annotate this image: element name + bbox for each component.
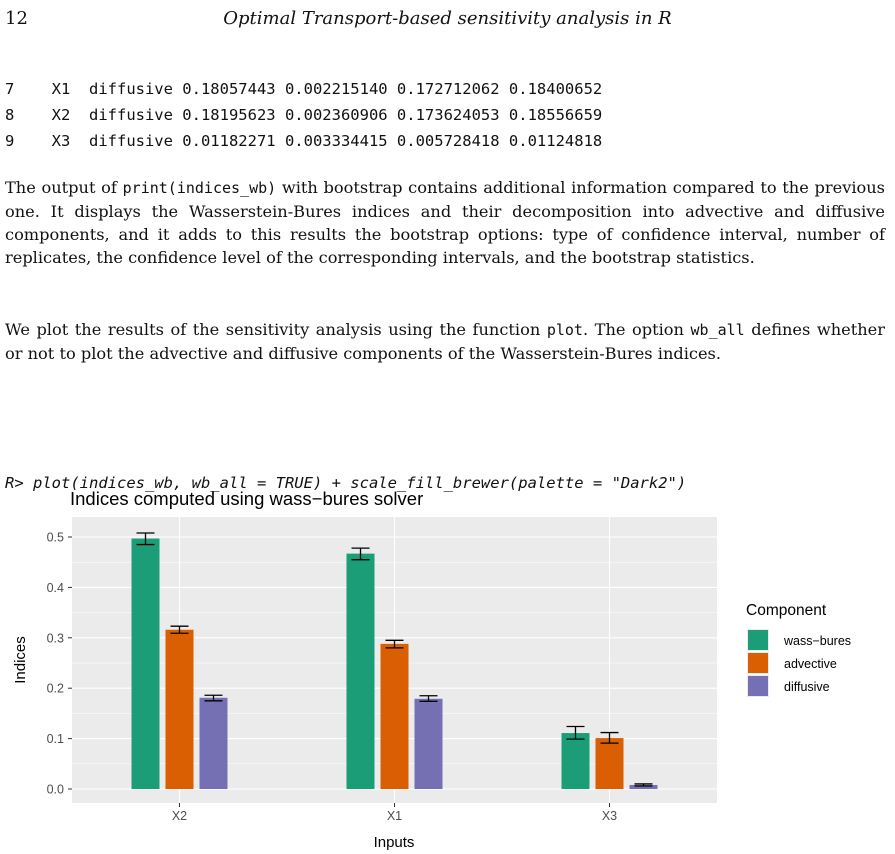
bar (414, 698, 443, 789)
text: The output of (5, 178, 123, 197)
x-tick-label: X1 (387, 809, 402, 823)
code-output-row: 9 X3 diffusive 0.01182271 0.003334415 0.… (5, 132, 603, 150)
paragraph-bootstrap-output: The output of print(indices_wb) with boo… (5, 176, 885, 269)
code-output-row: 7 X1 diffusive 0.18057443 0.002215140 0.… (5, 80, 603, 98)
bar (165, 629, 194, 789)
legend-label: diffusive (784, 680, 830, 694)
inline-code: print(indices_wb) (122, 179, 277, 197)
bar (346, 553, 375, 789)
running-title: Optimal Transport-based sensitivity anal… (223, 8, 672, 29)
errorbars-layer (136, 532, 653, 787)
text: defines whether or not to plot the advec… (5, 320, 885, 363)
bar (595, 738, 624, 789)
y-tick-label: 0.3 (47, 631, 64, 645)
text: We plot the results of the sensitivity a… (5, 320, 547, 339)
legend-swatch (748, 653, 768, 673)
r-command: R> plot(indices_wb, wb_all = TRUE) + sca… (5, 474, 687, 492)
y-axis-label: Indices (12, 636, 29, 684)
page-number: 12 (5, 8, 28, 29)
y-tick-label: 0.5 (47, 531, 64, 545)
legend: wass−bures advective diffusive (747, 629, 851, 697)
y-tick-label: 0.1 (47, 732, 64, 746)
y-tick-label: 0.2 (47, 682, 64, 696)
inline-code: wb_all (690, 321, 745, 339)
bar (380, 643, 409, 789)
x-tick-label: X2 (172, 809, 187, 823)
legend-label: advective (784, 657, 837, 671)
bar (561, 733, 590, 789)
legend-title: Component (746, 602, 827, 619)
bar (131, 538, 160, 789)
bar (199, 697, 228, 789)
x-axis: X2 X1 X3 (172, 803, 617, 823)
paragraph-plot-description: We plot the results of the sensitivity a… (5, 318, 885, 365)
legend-swatch (748, 630, 768, 650)
y-axis: 0.0 0.1 0.2 0.3 0.4 0.5 (47, 531, 72, 797)
text: . The option (582, 320, 691, 339)
bar (629, 784, 658, 789)
legend-label: wass−bures (783, 634, 851, 648)
code-output-row: 8 X2 diffusive 0.18195623 0.002360906 0.… (5, 106, 603, 124)
legend-swatch (748, 676, 768, 696)
x-axis-label: Inputs (374, 834, 415, 851)
y-tick-label: 0.0 (47, 783, 64, 797)
text: with bootstrap contains additional infor… (5, 178, 885, 267)
bars-layer (131, 538, 658, 789)
y-tick-label: 0.4 (47, 581, 64, 595)
chart-title: Indices computed using wass−bures solver (70, 488, 423, 509)
x-tick-label: X3 (602, 809, 617, 823)
inline-code: plot (546, 321, 583, 339)
